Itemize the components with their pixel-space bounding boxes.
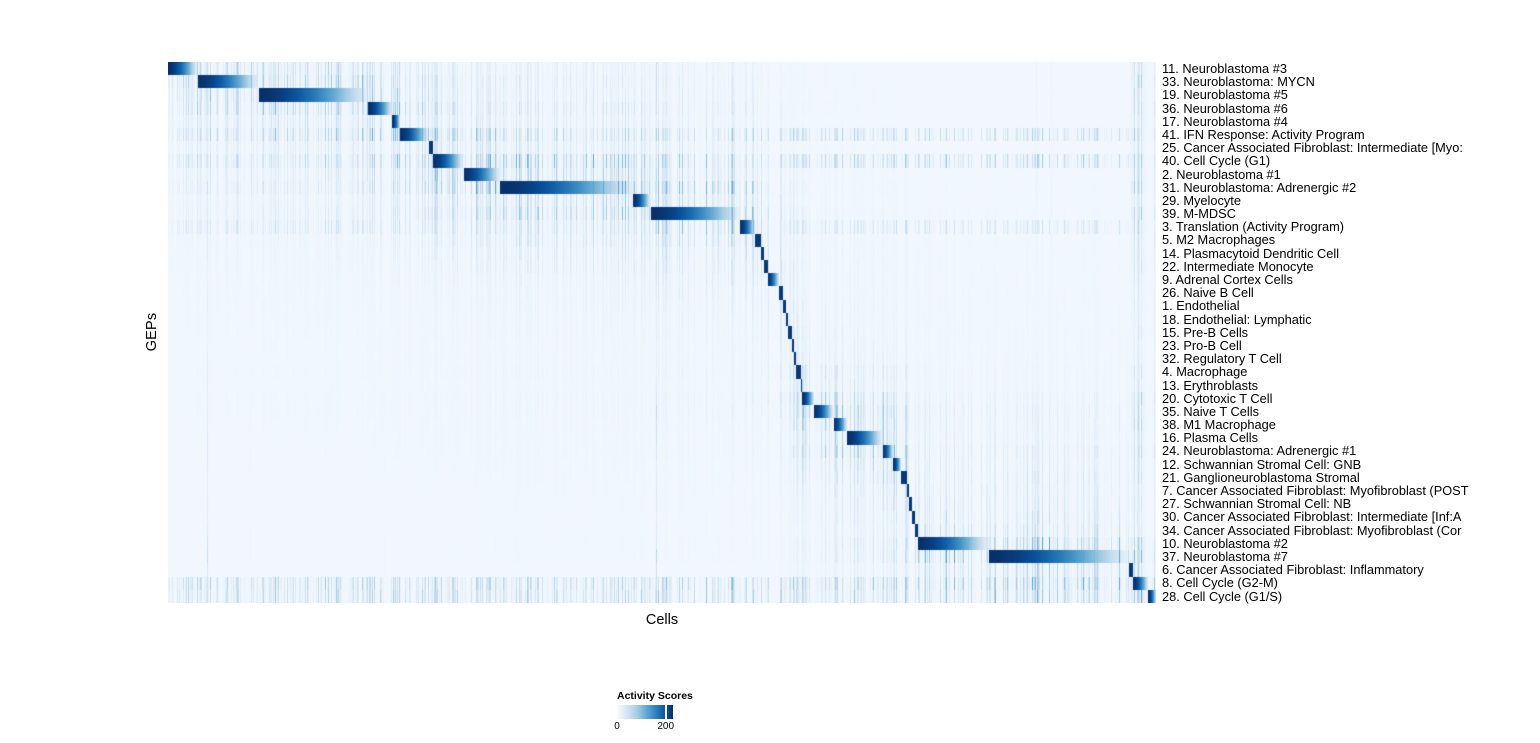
row-labels: 11. Neuroblastoma #3 33. Neuroblastoma: M… <box>1162 62 1540 603</box>
row-label: 29. Myelocyte <box>1162 192 1241 208</box>
y-axis-label: GEPs <box>144 312 160 352</box>
row-label: 27. Schwannian Stromal Cell: NB <box>1162 496 1352 512</box>
row-label: 5. M2 Macrophages <box>1162 232 1276 248</box>
heatmap-canvas <box>168 62 1156 603</box>
row-label: 41. IFN Response: Activity Program <box>1162 126 1365 142</box>
row-label: 15. Pre-B Cells <box>1162 324 1249 340</box>
row-label: 28. Cell Cycle (G1/S) <box>1162 588 1283 604</box>
row-label: 3. Translation (Activity Program) <box>1162 219 1345 235</box>
row-label: 1. Endothelial <box>1162 298 1240 314</box>
row-label: 30. Cancer Associated Fibroblast: Interm… <box>1162 509 1462 525</box>
row-label: 14. Plasmacytoid Dendritic Cell <box>1162 245 1340 261</box>
row-label: 11. Neuroblastoma #3 <box>1162 61 1287 76</box>
legend-tick-mark <box>664 705 667 719</box>
row-label: 9. Adrenal Cortex Cells <box>1162 272 1293 287</box>
row-label: 33. Neuroblastoma: MYCN <box>1162 74 1315 90</box>
x-axis-label: Cells <box>645 612 679 628</box>
row-label: 18. Endothelial: Lymphatic <box>1162 311 1312 327</box>
row-label: 22. Intermediate Monocyte <box>1162 258 1314 274</box>
row-label: 21. Ganglioneuroblastoma Stromal <box>1162 469 1360 485</box>
row-label: 8. Cell Cycle (G2-M) <box>1162 575 1278 591</box>
row-label: 7. Cancer Associated Fibroblast: Myofibr… <box>1162 483 1469 498</box>
row-label: 16. Plasma Cells <box>1162 430 1259 446</box>
row-label: 37. Neuroblastoma #7 <box>1162 548 1288 564</box>
legend-min-label: 0 <box>614 721 620 732</box>
row-label: 31. Neuroblastoma: Adrenergic #2 <box>1162 179 1357 195</box>
legend-tick-label: 200 <box>657 721 675 732</box>
row-label: 25. Cancer Associated Fibroblast: Interm… <box>1162 140 1463 156</box>
row-label: 40. Cell Cycle (G1) <box>1162 153 1271 169</box>
row-label: 38. M1 Macrophage <box>1162 417 1276 433</box>
row-label: 20. Cytotoxic T Cell <box>1162 390 1273 406</box>
row-label: 19. Neuroblastoma #5 <box>1162 87 1288 103</box>
row-label: 24. Neuroblastoma: Adrenergic #1 <box>1162 443 1357 459</box>
row-label: 39. M-MDSC <box>1162 206 1236 222</box>
row-label: 32. Regulatory T Cell <box>1162 351 1282 367</box>
row-label: 13. Erythroblasts <box>1162 377 1259 393</box>
row-label: 12. Schwannian Stromal Cell: GNB <box>1162 456 1362 472</box>
row-label: 26. Naive B Cell <box>1162 285 1254 301</box>
row-label: 35. Naive T Cells <box>1162 403 1259 419</box>
activity-scores-legend: Activity Scores 0 200 <box>614 690 757 733</box>
row-label: 34. Cancer Associated Fibroblast: Myofib… <box>1162 522 1462 538</box>
row-label: 4. Macrophage <box>1162 364 1248 380</box>
row-label: 17. Neuroblastoma #4 <box>1162 113 1288 129</box>
row-label: 2. Neuroblastoma #1 <box>1162 166 1281 182</box>
legend-axis-labels: 0 200 <box>614 721 675 733</box>
row-label: 23. Pro-B Cell <box>1162 337 1242 353</box>
legend-title: Activity Scores <box>617 690 693 702</box>
row-label: 6. Cancer Associated Fibroblast: Inflamm… <box>1162 562 1424 578</box>
row-label: 10. Neuroblastoma #2 <box>1162 535 1288 551</box>
legend-colorbar <box>617 705 673 719</box>
row-label: 36. Neuroblastoma #6 <box>1162 100 1288 116</box>
